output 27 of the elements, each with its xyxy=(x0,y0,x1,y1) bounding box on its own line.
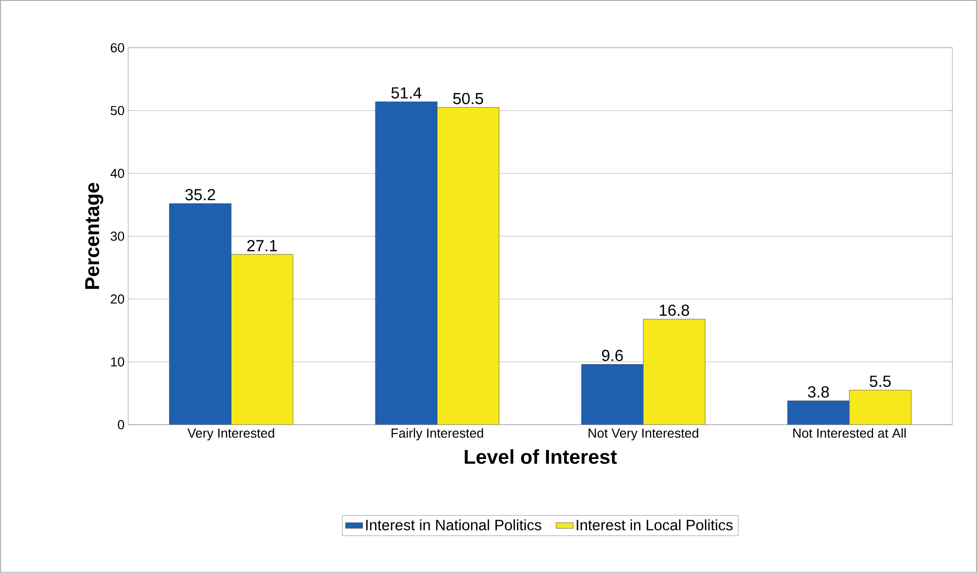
bar xyxy=(643,318,706,425)
x-tick-label: Not Interested at All xyxy=(793,428,906,438)
x-axis-title: Level of Interest xyxy=(464,449,617,464)
data-label: 3.8 xyxy=(808,386,829,398)
x-tick-label: Very Interested xyxy=(187,428,274,440)
bar xyxy=(849,390,912,425)
data-label: 16.8 xyxy=(660,304,690,316)
y-tick-label: 50 xyxy=(110,106,124,116)
y-tick-label: 60 xyxy=(110,43,124,52)
y-tick-label: 0 xyxy=(118,420,124,430)
data-label: 51.4 xyxy=(391,87,422,99)
bar xyxy=(437,107,500,425)
x-tick-label: Fairly Interested xyxy=(392,428,484,440)
data-label: 9.6 xyxy=(602,350,623,362)
y-tick-label: 30 xyxy=(110,232,124,241)
data-label: 5.5 xyxy=(870,376,891,387)
x-tick-label: Not Very Interested xyxy=(588,428,698,440)
bar xyxy=(230,254,294,425)
data-label: 27.1 xyxy=(247,240,277,252)
legend-label: Interest in Local Politics xyxy=(576,519,733,530)
y-tick-label: 40 xyxy=(110,168,124,178)
y-tick-label: 10 xyxy=(111,357,124,366)
y-axis-title: Percentage xyxy=(85,182,104,289)
data-label: 50.5 xyxy=(453,92,484,104)
data-label: 35.2 xyxy=(185,189,216,200)
y-tick-label: 20 xyxy=(110,294,124,304)
legend-label: Interest in National Politics xyxy=(366,519,542,530)
